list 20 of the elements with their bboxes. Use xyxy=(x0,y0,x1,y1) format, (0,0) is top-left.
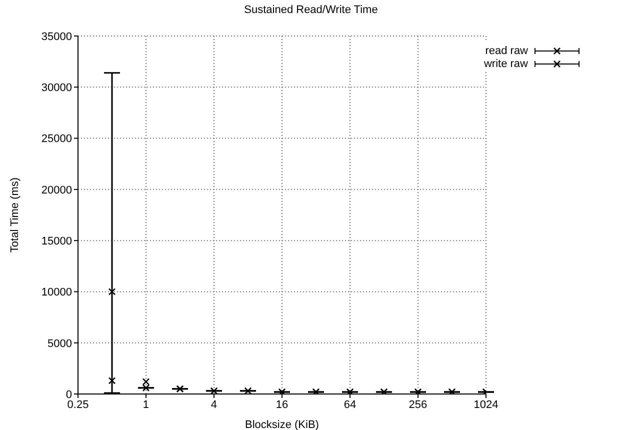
chart-title: Sustained Read/Write Time xyxy=(243,4,379,16)
y-tick-label: 35000 xyxy=(41,30,72,43)
legend-label: read raw xyxy=(485,44,528,56)
y-axis-title: Total Time (ms) xyxy=(8,177,21,253)
legend-label: write raw xyxy=(484,58,528,70)
x-axis-title: Blocksize (KiB) xyxy=(245,419,319,430)
x-tick-label: 64 xyxy=(344,398,356,411)
y-tick-label: 20000 xyxy=(41,184,72,196)
x-tick-label: 4 xyxy=(210,398,218,411)
x-tick-label: 0.25 xyxy=(67,398,89,411)
y-tick-label: 25000 xyxy=(41,133,72,146)
x-tick-label: 1024 xyxy=(474,398,498,411)
x-tick-label: 256 xyxy=(408,398,428,411)
x-tick-label: 16 xyxy=(276,398,288,411)
y-tick-label: 0 xyxy=(66,388,72,401)
y-tick-label: 15000 xyxy=(41,235,72,248)
y-tick-label: 30000 xyxy=(41,82,72,94)
y-tick-label: 10000 xyxy=(41,286,72,299)
x-tick-label: 1 xyxy=(142,398,150,411)
y-tick-label: 5000 xyxy=(48,338,72,350)
